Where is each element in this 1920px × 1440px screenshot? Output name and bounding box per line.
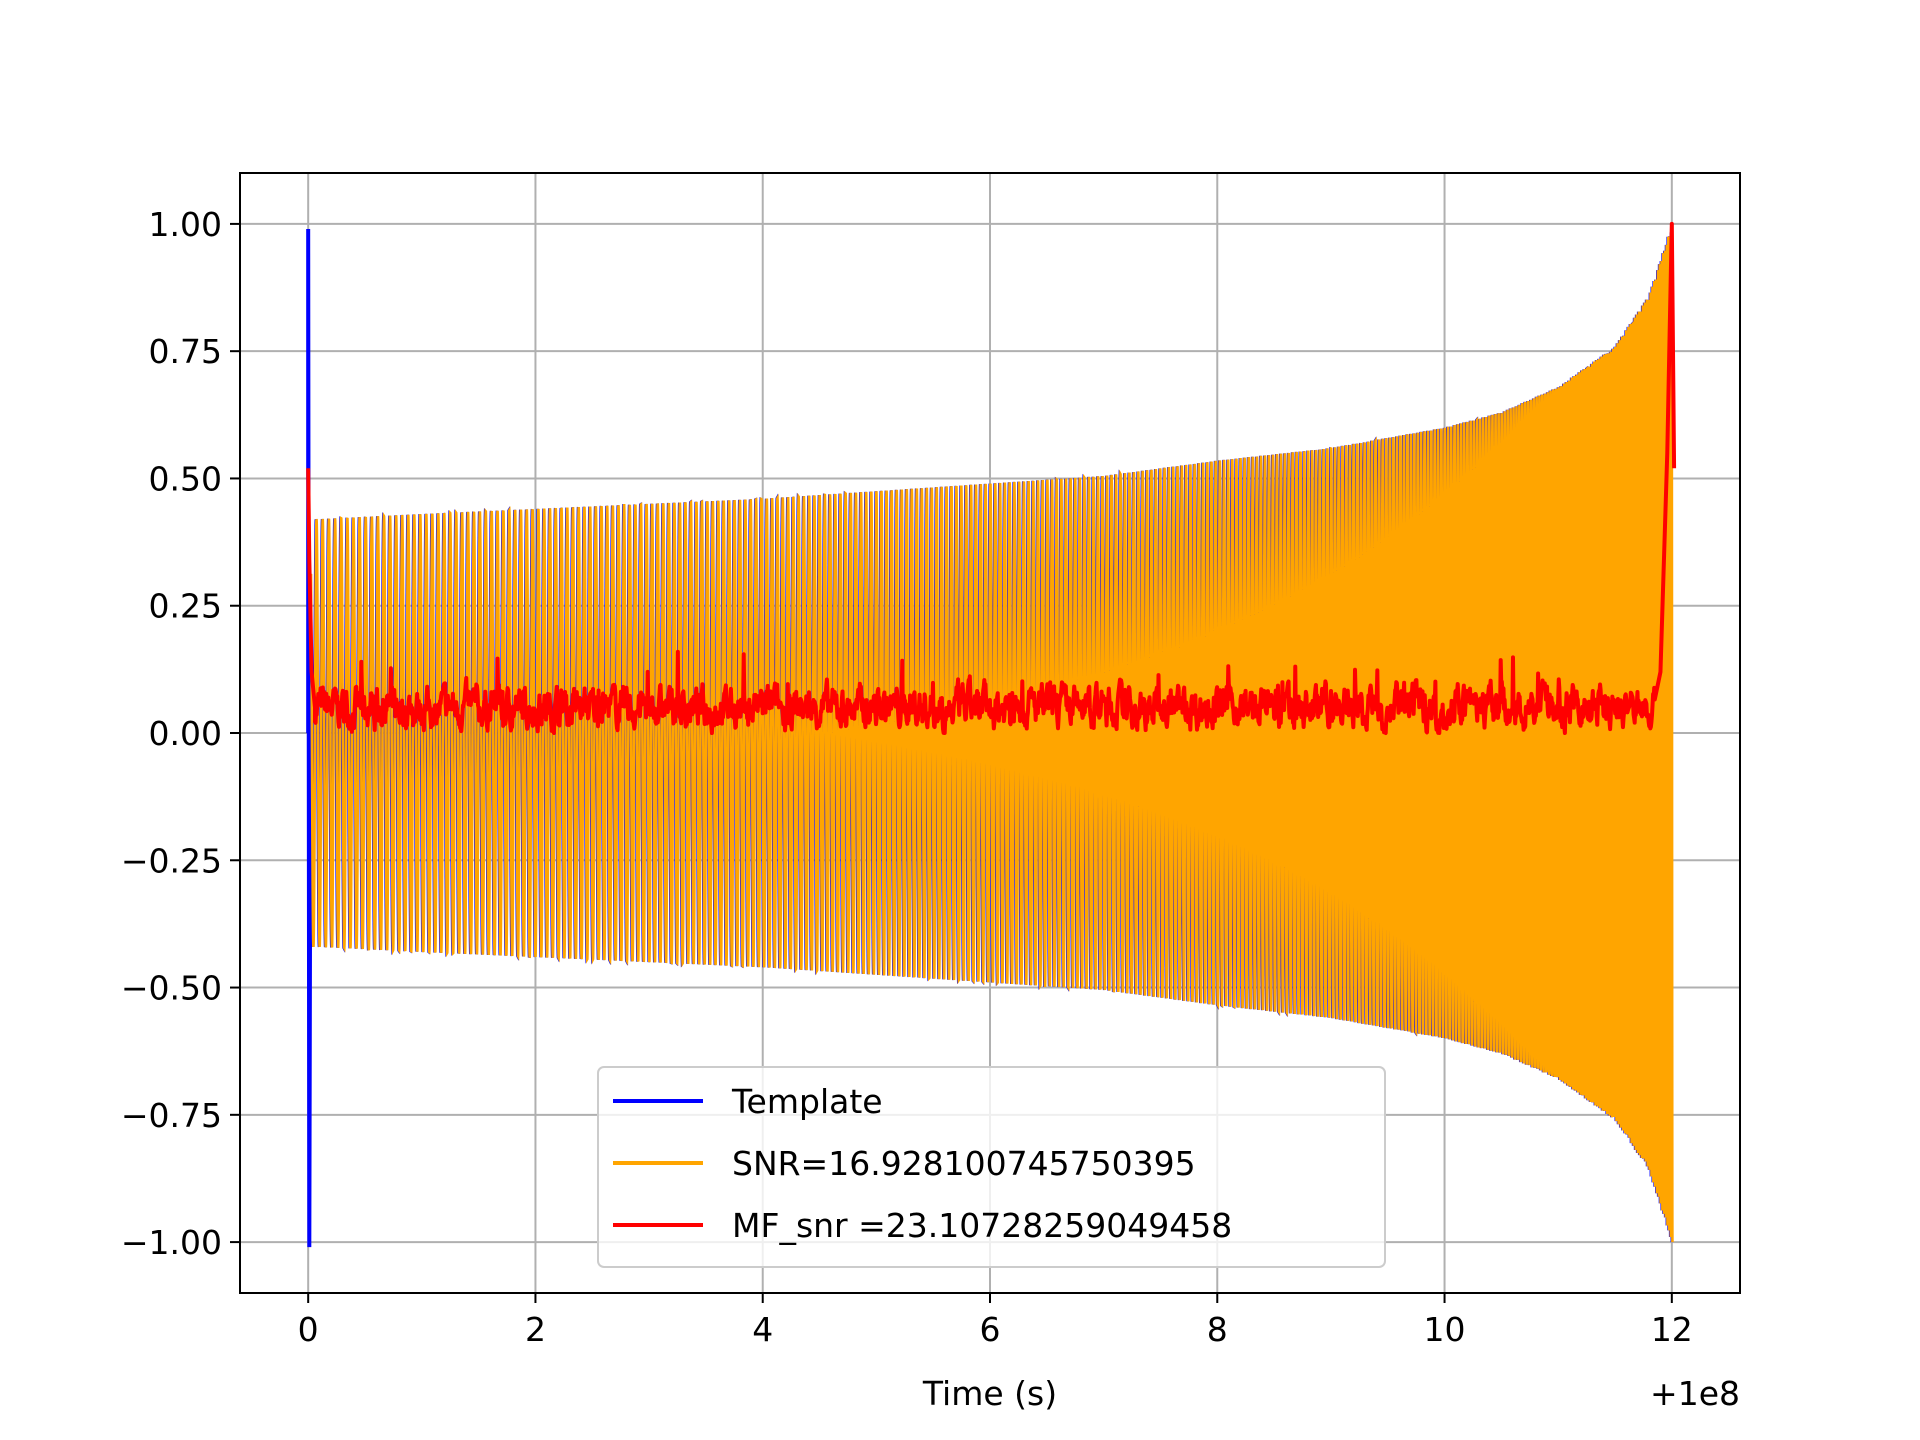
ticks: 0 2 4 6 8 10 12 1.00 0.75 0.50 0.25 0.00 −0.25 −0.50 −… — [121, 205, 1693, 1349]
legend-frame — [597, 1066, 1386, 1268]
x-tick-label: 0 — [298, 1310, 319, 1349]
series-snr — [309, 232, 1674, 1243]
x-axis-label: Time (s) — [922, 1374, 1057, 1413]
y-tick-label: −1.00 — [121, 1223, 222, 1262]
y-tick-label: 0.50 — [149, 459, 222, 498]
legend-label-template: Template — [731, 1082, 883, 1121]
y-tick-label: −0.25 — [121, 841, 222, 880]
x-tick-label: 8 — [1207, 1310, 1228, 1349]
legend-label-snr: SNR=16.928100745750395 — [732, 1144, 1196, 1183]
series-mf-snr — [306, 221, 1677, 735]
y-tick-label: 0.25 — [149, 587, 222, 626]
x-tick-label: 2 — [525, 1310, 546, 1349]
x-tick-label: 12 — [1651, 1310, 1693, 1349]
y-tick-label: −0.75 — [121, 1096, 222, 1135]
x-offset-label: +1e8 — [1650, 1374, 1740, 1413]
y-tick-label: 0.00 — [149, 714, 222, 753]
y-tick-label: 0.75 — [149, 332, 222, 371]
series-area — [306, 221, 1677, 1248]
x-tick-label: 10 — [1424, 1310, 1466, 1349]
legend: Template SNR=16.928100745750395 MF_snr =… — [597, 1066, 1386, 1268]
legend-label-mf-snr: MF_snr =23.10728259049458 — [732, 1206, 1232, 1245]
y-tick-label: 1.00 — [149, 205, 222, 244]
x-tick-label: 4 — [752, 1310, 773, 1349]
x-tick-label: 6 — [980, 1310, 1001, 1349]
y-tick-label: −0.50 — [121, 969, 222, 1008]
